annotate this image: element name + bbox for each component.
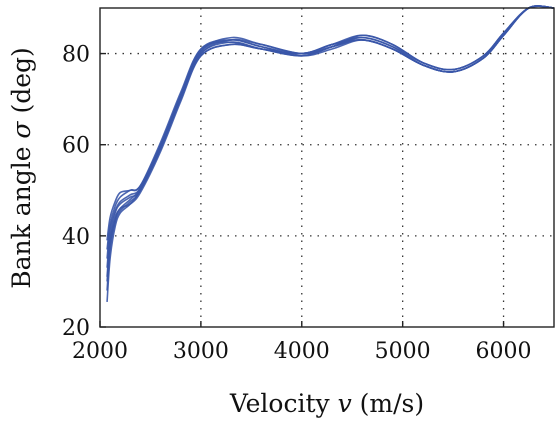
y-tick-label: 80 <box>62 43 90 68</box>
label-layer: 2000 3000 4000 5000 6000 20 40 60 80 <box>62 43 532 364</box>
x-tick-label: 5000 <box>375 339 431 364</box>
series-line <box>106 5 555 241</box>
series-line <box>106 5 555 250</box>
series-layer <box>106 5 555 302</box>
x-tick-label: 6000 <box>476 339 532 364</box>
grid-layer <box>100 8 554 327</box>
tick-layer <box>99 52 505 328</box>
series-line <box>106 5 555 282</box>
y-tick-label: 20 <box>62 316 90 341</box>
x-tick-label: 2000 <box>72 339 128 364</box>
y-tick-label: 40 <box>62 225 90 250</box>
x-tick-label: 4000 <box>274 339 330 364</box>
y-tick-label: 60 <box>62 134 90 159</box>
x-axis-title: Velocity v (m/s) <box>229 389 424 418</box>
y-axis-title: Bank angle σ (deg) <box>7 47 36 289</box>
x-tick-label: 3000 <box>173 339 229 364</box>
series-line <box>106 5 555 302</box>
plot-frame <box>99 7 555 328</box>
